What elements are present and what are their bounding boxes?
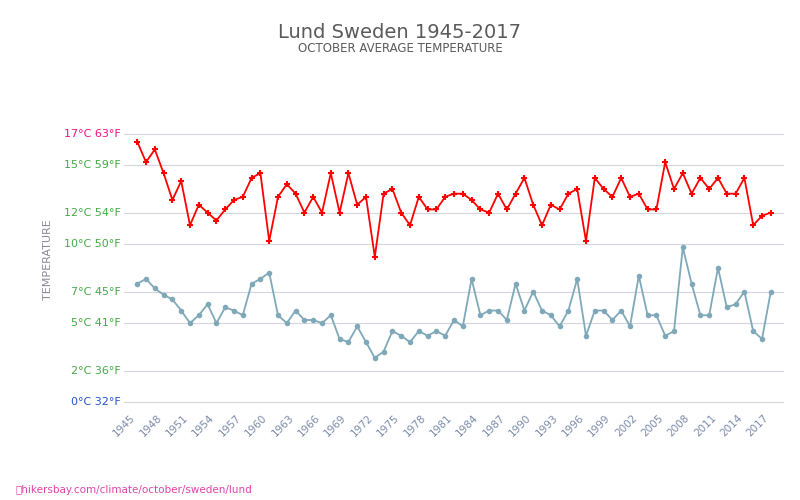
NIGHT bbox=[722, 304, 732, 310]
NIGHT bbox=[344, 339, 354, 345]
NIGHT bbox=[370, 355, 380, 361]
Text: 10°C 50°F: 10°C 50°F bbox=[64, 239, 121, 249]
Text: Lund Sweden 1945-2017: Lund Sweden 1945-2017 bbox=[278, 22, 522, 42]
Text: 0°C 32°F: 0°C 32°F bbox=[71, 397, 121, 407]
NIGHT bbox=[274, 312, 283, 318]
Line: DAY: DAY bbox=[134, 138, 774, 260]
DAY bbox=[714, 175, 723, 181]
Text: 12°C 54°F: 12°C 54°F bbox=[64, 208, 121, 218]
DAY bbox=[670, 186, 679, 192]
NIGHT bbox=[696, 312, 706, 318]
NIGHT bbox=[678, 244, 688, 250]
NIGHT bbox=[458, 324, 468, 330]
Legend: NIGHT, DAY: NIGHT, DAY bbox=[376, 495, 532, 500]
NIGHT bbox=[766, 288, 776, 294]
Text: 15°C 59°F: 15°C 59°F bbox=[64, 160, 121, 170]
DAY bbox=[370, 254, 380, 260]
Text: OCTOBER AVERAGE TEMPERATURE: OCTOBER AVERAGE TEMPERATURE bbox=[298, 42, 502, 56]
DAY bbox=[687, 190, 697, 196]
NIGHT bbox=[133, 280, 142, 286]
DAY bbox=[133, 138, 142, 144]
Text: 2°C 36°F: 2°C 36°F bbox=[71, 366, 121, 376]
DAY bbox=[344, 170, 354, 176]
Text: TEMPERATURE: TEMPERATURE bbox=[43, 220, 53, 300]
Text: 7°C 45°F: 7°C 45°F bbox=[71, 286, 121, 296]
DAY bbox=[766, 210, 776, 216]
NIGHT bbox=[670, 328, 679, 334]
DAY bbox=[274, 194, 283, 200]
DAY bbox=[458, 190, 468, 196]
Text: 17°C 63°F: 17°C 63°F bbox=[64, 128, 121, 138]
Line: NIGHT: NIGHT bbox=[134, 244, 774, 360]
Text: 5°C 41°F: 5°C 41°F bbox=[71, 318, 121, 328]
Text: 📍hikersbay.com/climate/october/sweden/lund: 📍hikersbay.com/climate/october/sweden/lu… bbox=[16, 485, 253, 495]
